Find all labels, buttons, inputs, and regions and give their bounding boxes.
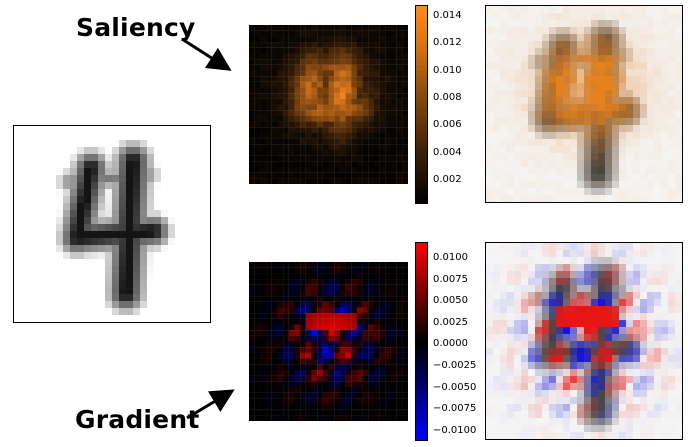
gradient-overlay-panel — [485, 242, 683, 440]
colorbar-tick-label: 0.0050 — [433, 295, 468, 307]
gradient-colorbar — [415, 242, 428, 441]
gradient-heatmap — [249, 262, 408, 421]
colorbar-tick-label: −0.0100 — [433, 424, 477, 436]
arrow-icon — [181, 37, 232, 71]
colorbar-tick-label: 0.0025 — [433, 316, 468, 328]
colorbar-tick-label: 0.010 — [433, 64, 462, 76]
gradient-overlay-image — [486, 243, 682, 439]
colorbar-tick-label: 0.004 — [433, 146, 462, 158]
saliency-overlay-image — [486, 6, 682, 202]
input-digit-image — [14, 126, 210, 322]
colorbar-tick-label: 0.002 — [433, 173, 462, 185]
gradient-label: Gradient — [75, 405, 200, 434]
saliency-heatmap-image — [249, 25, 408, 184]
gradient-heatmap-image — [249, 262, 408, 421]
colorbar-tick-label: 0.0000 — [433, 338, 468, 350]
saliency-label: Saliency — [76, 13, 196, 42]
colorbar-tick-label: 0.0100 — [433, 252, 468, 263]
arrow-icon — [186, 389, 235, 420]
colorbar-tick-label: 0.012 — [433, 37, 462, 49]
colorbar-tick-label: −0.0050 — [433, 381, 477, 393]
colorbar-tick-label: −0.0075 — [433, 403, 477, 415]
saliency-colorbar — [415, 5, 428, 204]
input-digit-panel — [13, 125, 211, 323]
colorbar-tick-label: 0.0075 — [433, 273, 468, 285]
colorbar-tick-label: 0.014 — [433, 10, 462, 21]
saliency-heatmap — [249, 25, 408, 184]
saliency-overlay-panel — [485, 5, 683, 203]
colorbar-tick-label: 0.006 — [433, 119, 462, 131]
colorbar-tick-label: 0.008 — [433, 91, 462, 103]
colorbar-tick-label: −0.0025 — [433, 360, 477, 371]
